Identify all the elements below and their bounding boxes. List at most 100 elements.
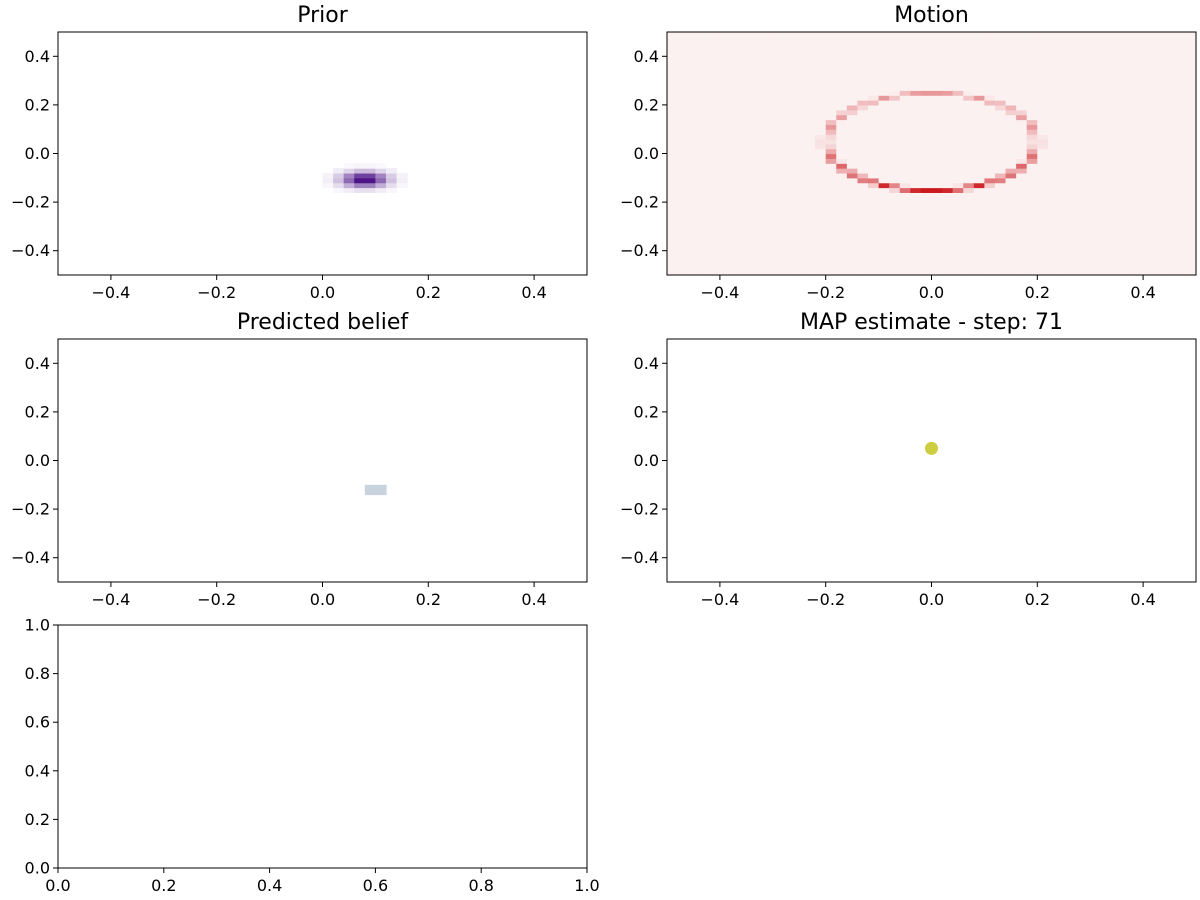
heatmap-cell bbox=[857, 32, 869, 38]
heatmap-cell bbox=[942, 265, 954, 271]
heatmap-cell bbox=[984, 245, 996, 252]
heatmap-cell bbox=[1047, 153, 1060, 159]
heatmap-cell bbox=[1090, 66, 1102, 72]
heatmap-cell bbox=[730, 153, 742, 159]
heatmap-cell bbox=[1132, 270, 1144, 276]
heatmap-cell bbox=[868, 260, 880, 266]
heatmap-cell bbox=[1153, 182, 1165, 189]
heatmap-cell bbox=[1016, 211, 1028, 218]
heatmap-cell bbox=[868, 153, 880, 159]
heatmap-cell bbox=[815, 270, 827, 276]
heatmap-cell bbox=[1058, 46, 1070, 53]
heatmap-cell bbox=[793, 172, 806, 179]
heatmap-cell bbox=[963, 46, 975, 53]
heatmap-cell bbox=[1185, 66, 1197, 72]
heatmap-cell bbox=[984, 182, 996, 189]
heatmap-cell bbox=[963, 80, 975, 87]
heatmap-cell bbox=[688, 104, 700, 111]
heatmap-cell bbox=[857, 177, 869, 184]
heatmap-cell bbox=[1090, 260, 1102, 266]
heatmap-cell bbox=[931, 182, 943, 189]
heatmap-cell bbox=[931, 221, 943, 227]
heatmap-cell bbox=[815, 221, 827, 227]
heatmap-cell bbox=[677, 143, 689, 150]
heatmap-cell bbox=[1058, 100, 1070, 106]
heatmap-cell bbox=[698, 51, 710, 57]
heatmap-cell bbox=[920, 240, 933, 247]
heatmap-cell bbox=[1058, 70, 1070, 77]
heatmap-cell bbox=[878, 216, 890, 223]
heatmap-cell bbox=[868, 206, 880, 213]
heatmap-cell bbox=[1164, 182, 1176, 189]
heatmap-cell bbox=[920, 109, 933, 116]
heatmap-cell bbox=[920, 255, 933, 262]
heatmap-cell bbox=[804, 95, 816, 101]
heatmap-cell bbox=[931, 100, 943, 106]
heatmap-cell bbox=[868, 265, 880, 271]
heatmap-cell bbox=[1174, 192, 1187, 198]
heatmap-cell bbox=[1143, 119, 1155, 125]
heatmap-cell bbox=[1047, 124, 1060, 130]
heatmap-cell bbox=[1132, 143, 1144, 150]
heatmap-cell bbox=[899, 197, 911, 203]
heatmap-cell bbox=[1164, 168, 1176, 174]
heatmap-cell bbox=[1174, 100, 1187, 106]
axis-ticks: 0.0 0.2 0.4 0.6 0.8 1.00.00.20.40.60.81.0 bbox=[25, 616, 600, 896]
heatmap-cell bbox=[709, 36, 721, 43]
heatmap-cell bbox=[973, 124, 985, 130]
heatmap-cell bbox=[1174, 143, 1187, 150]
heatmap-cell bbox=[984, 70, 996, 77]
heatmap-cell bbox=[1037, 104, 1049, 111]
heatmap-cell bbox=[1174, 119, 1187, 125]
heatmap-cell bbox=[719, 100, 732, 106]
heatmap-cell bbox=[1090, 32, 1102, 38]
x-tick-label: 0.0 bbox=[919, 283, 944, 302]
heatmap-cell bbox=[1047, 80, 1060, 87]
heatmap-cell bbox=[688, 153, 700, 159]
heatmap-cell bbox=[1111, 36, 1123, 43]
heatmap-cell bbox=[1026, 231, 1038, 237]
heatmap-cell bbox=[899, 51, 911, 57]
x-tick-label: 0.8 bbox=[468, 876, 493, 895]
y-tick-label: 0.2 bbox=[25, 95, 50, 114]
heatmap-cell bbox=[846, 250, 859, 257]
heatmap-cell bbox=[1185, 206, 1197, 213]
heatmap-cell bbox=[1026, 100, 1038, 106]
heatmap-cell bbox=[1069, 226, 1081, 232]
heatmap-cell bbox=[920, 270, 933, 276]
heatmap-cell bbox=[973, 211, 985, 218]
heatmap-cell bbox=[942, 202, 954, 208]
heatmap-cell bbox=[1079, 70, 1091, 77]
heatmap-cell bbox=[899, 236, 911, 242]
heatmap-cell bbox=[698, 221, 710, 227]
heatmap-cell bbox=[783, 41, 795, 48]
heatmap-cell bbox=[1058, 197, 1070, 203]
heatmap-cell bbox=[1005, 255, 1017, 262]
heatmap-cell bbox=[815, 197, 827, 203]
heatmap-cell bbox=[1143, 265, 1155, 271]
heatmap-cell bbox=[1143, 61, 1155, 67]
heatmap-cell bbox=[942, 134, 954, 140]
heatmap-cell bbox=[1100, 114, 1112, 121]
heatmap-cell bbox=[1069, 80, 1081, 87]
heatmap-cell bbox=[354, 172, 366, 179]
heatmap-cell bbox=[1090, 41, 1102, 48]
heatmap-cell bbox=[1132, 231, 1144, 237]
heatmap-cell bbox=[751, 255, 763, 262]
heatmap-cell bbox=[889, 265, 901, 271]
heatmap-cell bbox=[667, 148, 679, 155]
heatmap-cell bbox=[910, 255, 922, 262]
heatmap-cell bbox=[1058, 41, 1070, 48]
heatmap-cell bbox=[804, 143, 816, 150]
heatmap-cell bbox=[709, 109, 721, 116]
heatmap-cell bbox=[836, 216, 848, 223]
heatmap-cell bbox=[963, 153, 975, 159]
heatmap-cell bbox=[984, 153, 996, 159]
heatmap-cell bbox=[994, 182, 1007, 189]
heatmap-cell bbox=[688, 158, 700, 164]
heatmap-cell bbox=[1174, 172, 1187, 179]
heatmap-cell bbox=[741, 95, 753, 101]
heatmap-cell bbox=[751, 129, 763, 135]
heatmap-cell bbox=[677, 158, 689, 164]
heatmap-cell bbox=[878, 119, 890, 125]
